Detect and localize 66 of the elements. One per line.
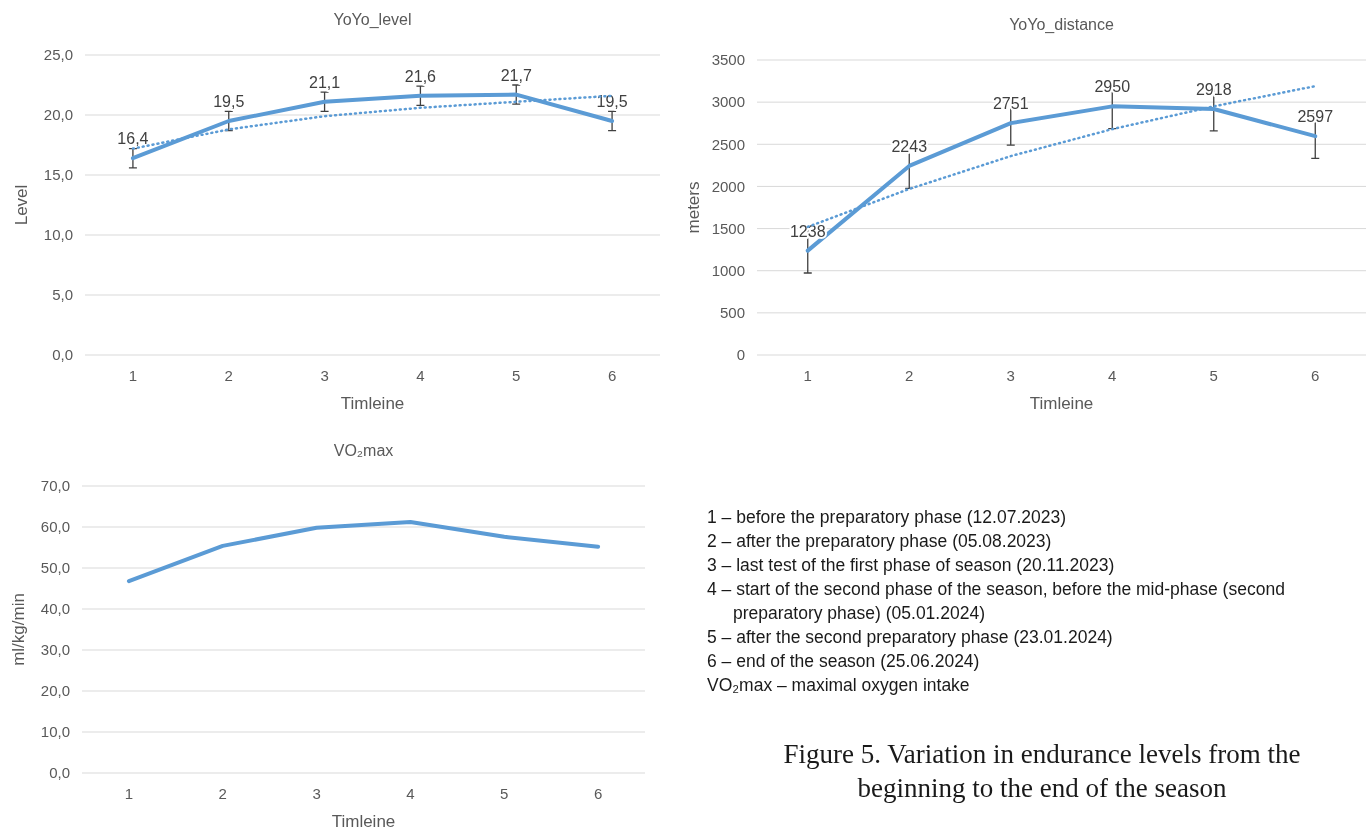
- data-label: 21,1: [309, 73, 341, 91]
- x-tick-label: 1: [124, 785, 134, 802]
- y-tick-label: 5,0: [52, 286, 73, 304]
- text: Figure 5. Variation in endurance levels from the beginning to the end of the season: [782, 738, 1302, 805]
- x-tick-label: 4: [416, 367, 425, 384]
- y-tick-label: 10,0: [43, 226, 73, 244]
- y-tick-label: 70,0: [40, 477, 70, 495]
- y-axis-title: ml/kg/min: [9, 593, 28, 666]
- y-tick-label: 1000: [711, 261, 745, 279]
- y-tick-label: 40,0: [40, 600, 70, 618]
- x-axis-title: Timleine: [331, 812, 396, 828]
- y-tick-label: 50,0: [40, 559, 70, 577]
- x-tick-label: 4: [406, 785, 415, 802]
- y-axis-title: Level: [12, 184, 31, 226]
- x-tick-label: 2: [905, 367, 914, 384]
- x-axis-title: Timleine: [340, 394, 405, 413]
- y-tick-label: 10,0: [40, 723, 70, 741]
- y-tick-label: 20,0: [40, 682, 70, 700]
- x-axis-title: Timleine: [1029, 394, 1094, 413]
- data-label: 2918: [1195, 81, 1232, 99]
- x-tick-label: 2: [224, 367, 233, 384]
- x-tick-label: 5: [500, 785, 509, 802]
- text: 4 – start of the second phase of the season, before the mid-phase (second preparatory phase) (05.01.2024): [707, 578, 1286, 625]
- x-tick-label: 5: [512, 367, 521, 384]
- text: 3 – last test of the first phase of season (20.11.2023): [707, 554, 1116, 577]
- y-tick-label: 0: [736, 346, 745, 364]
- y-axis-title: meters: [684, 181, 703, 234]
- text: 2 – after the preparatory phase (05.08.2023): [707, 530, 1053, 553]
- text: 5 – after the second preparatory phase (23.01.2024): [707, 626, 1114, 649]
- chart-title: YoYo_distance: [1009, 16, 1114, 34]
- text: VO₂max – maximal oxygen intake: [707, 674, 971, 697]
- x-tick-label: 6: [1311, 367, 1320, 384]
- y-tick-label: 15,0: [43, 166, 73, 184]
- x-tick-label: 6: [607, 367, 617, 384]
- x-tick-label: 3: [312, 785, 321, 802]
- y-tick-label: 30,0: [40, 641, 70, 659]
- x-tick-label: 3: [1006, 367, 1015, 384]
- y-tick-label: 500: [719, 304, 745, 322]
- x-tick-label: 3: [320, 367, 329, 384]
- data-label: 19,5: [213, 93, 245, 110]
- x-tick-label: 2: [218, 785, 227, 802]
- y-tick-label: 3000: [711, 93, 745, 111]
- y-tick-label: 0,0: [49, 764, 70, 782]
- data-label: 21,7: [500, 66, 532, 84]
- data-label: 2751: [992, 95, 1029, 113]
- x-tick-label: 1: [128, 367, 138, 384]
- y-tick-label: 25,0: [43, 46, 73, 64]
- data-label: 21,6: [404, 67, 437, 85]
- y-tick-label: 60,0: [40, 518, 70, 536]
- y-tick-label: 1500: [711, 219, 745, 237]
- line-series: [126, 520, 601, 584]
- x-tick-label: 1: [803, 367, 812, 384]
- data-label: 19,5: [596, 93, 628, 110]
- data-label: 16,4: [117, 130, 149, 148]
- y-tick-label: 2000: [711, 177, 745, 195]
- y-tick-label: 2500: [711, 135, 745, 153]
- y-tick-label: 0,0: [52, 346, 73, 364]
- chart-title: YoYo_level: [333, 11, 412, 29]
- text: 6 – end of the season (25.06.2024): [707, 650, 981, 673]
- y-tick-label: 3500: [711, 51, 745, 69]
- chart-title: VO₂max: [333, 442, 394, 459]
- x-tick-label: 5: [1209, 367, 1218, 384]
- x-tick-label: 6: [593, 785, 603, 802]
- text: 1 – before the preparatory phase (12.07.2023): [707, 506, 1067, 529]
- y-tick-label: 20,0: [43, 106, 73, 124]
- x-tick-label: 4: [1108, 367, 1117, 384]
